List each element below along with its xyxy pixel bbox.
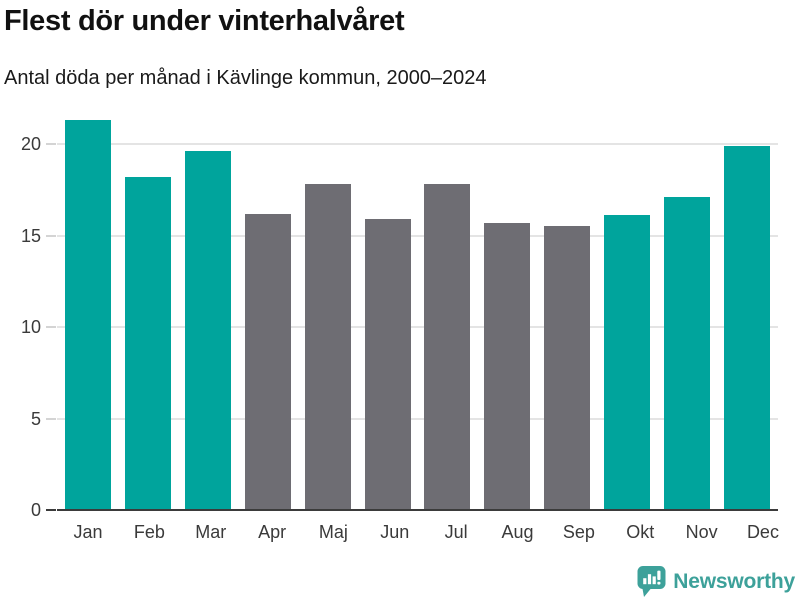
bar-feb [124, 176, 171, 510]
brand-name: Newsworthy [673, 569, 795, 593]
x-axis-label-maj: Maj [318, 522, 348, 542]
bars-container [57, 110, 778, 510]
gridline-y-15 [57, 234, 778, 237]
bar-sep [544, 226, 591, 510]
gridline-y-20 [57, 143, 778, 145]
bar-apr [244, 213, 291, 510]
x-axis-label-dec: Dec [746, 522, 779, 542]
bar-jan [65, 120, 111, 510]
y-tick-mark-0 [46, 509, 56, 511]
y-tick-mark-20 [46, 143, 56, 145]
x-axis-label-sep: Sep [562, 522, 595, 542]
x-axis-label-jun: Jun [380, 522, 410, 542]
y-axis-label-15: 15 [20, 225, 41, 246]
y-tick-mark-15 [46, 234, 56, 237]
x-axis-label-apr: Apr [258, 522, 287, 542]
x-axis-label-mar: Mar [195, 522, 227, 542]
x-axis-labels: Jan Feb Mar Apr Maj Jun Jul Aug Sep Okt Nov Dec [57, 519, 794, 545]
y-tick-mark-10 [46, 326, 56, 328]
bar-nov [664, 197, 711, 510]
plot-area: 0 5 10 15 20 [21, 110, 778, 520]
y-axis-label-0: 0 [30, 500, 41, 520]
bar-jun [364, 219, 411, 510]
x-axis-line [57, 509, 778, 511]
chart-title: Flest dör under vinterhalvåret [4, 5, 405, 37]
x-axis-label-jul: Jul [444, 522, 468, 542]
x-axis-label-aug: Aug [501, 522, 534, 542]
y-axis-label-10: 10 [20, 317, 41, 337]
gridline-y-5 [57, 417, 778, 420]
bar-maj [304, 184, 351, 510]
x-axis-label-nov: Nov [685, 522, 718, 542]
x-axis-label-okt: Okt [626, 522, 655, 542]
bar-okt [604, 215, 651, 510]
y-axis-label-5: 5 [30, 408, 41, 429]
bar-dec [723, 145, 770, 510]
x-axis-label-jan: Jan [73, 522, 103, 542]
x-axis-label-feb: Feb [133, 522, 165, 542]
bar-jul [424, 184, 471, 510]
gridline-y-10 [57, 326, 778, 328]
y-axis-label-20: 20 [20, 134, 41, 154]
bar-aug [484, 222, 531, 510]
brand-footer: Newsworthy [637, 565, 795, 598]
bar-mar [184, 151, 231, 510]
newsworthy-chart-bubble-icon [637, 566, 666, 597]
y-tick-mark-5 [46, 417, 56, 420]
chart-subtitle: Antal döda per månad i Kävlinge kommun, … [4, 67, 487, 89]
